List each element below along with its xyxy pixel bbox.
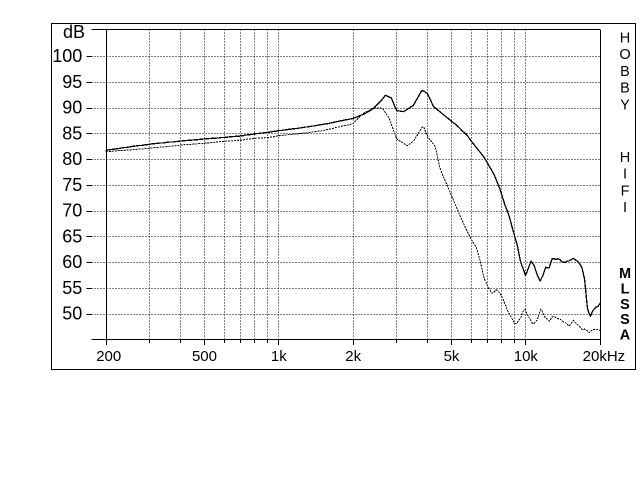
svg-text:65: 65 — [62, 226, 82, 246]
svg-text:Y: Y — [620, 98, 630, 114]
svg-text:H: H — [620, 150, 630, 166]
svg-text:80: 80 — [62, 149, 82, 169]
svg-text:S: S — [620, 312, 630, 328]
svg-text:5k: 5k — [444, 348, 460, 365]
svg-text:O: O — [619, 47, 630, 63]
svg-text:M: M — [619, 266, 631, 282]
svg-text:10k: 10k — [514, 348, 539, 365]
svg-text:B: B — [620, 81, 630, 97]
svg-text:I: I — [623, 167, 627, 183]
svg-text:20kHz: 20kHz — [583, 348, 626, 365]
svg-text:1k: 1k — [271, 348, 287, 365]
svg-text:dB: dB — [63, 22, 85, 42]
svg-text:S: S — [620, 297, 630, 313]
svg-text:75: 75 — [62, 175, 82, 195]
svg-text:B: B — [620, 64, 630, 80]
svg-text:100: 100 — [52, 46, 82, 66]
svg-text:85: 85 — [62, 123, 82, 143]
svg-text:90: 90 — [62, 98, 82, 118]
svg-text:60: 60 — [62, 252, 82, 272]
svg-text:200: 200 — [96, 348, 121, 365]
svg-text:55: 55 — [62, 278, 82, 298]
svg-text:50: 50 — [62, 304, 82, 324]
svg-text:95: 95 — [62, 72, 82, 92]
svg-text:70: 70 — [62, 201, 82, 221]
svg-text:A: A — [620, 327, 631, 343]
svg-text:2k: 2k — [345, 348, 361, 365]
svg-text:F: F — [621, 183, 630, 199]
svg-text:500: 500 — [192, 348, 217, 365]
svg-text:L: L — [621, 282, 630, 298]
svg-text:I: I — [623, 200, 627, 216]
svg-text:H: H — [620, 30, 630, 46]
